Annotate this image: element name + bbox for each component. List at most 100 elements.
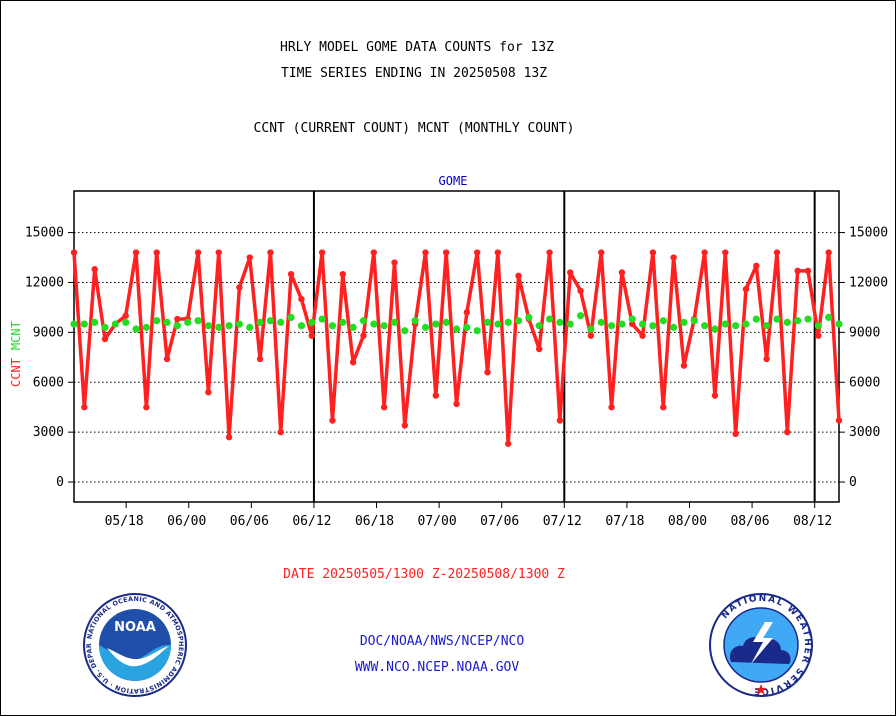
data-point-ccnt [215,249,222,256]
org-path-link[interactable]: DOC/NOAA/NWS/NCEP/NCO [359,634,525,649]
date-range-label: DATE 20250505/1300 Z-20250508/1300 Z [283,567,565,582]
data-point-mcnt [225,322,233,330]
data-point-mcnt [370,320,378,328]
data-point-ccnt [287,270,295,278]
data-point-ccnt [360,332,367,339]
data-point-ccnt [174,315,181,323]
series-line-ccnt [72,250,841,446]
data-point-ccnt [442,249,450,256]
data-point-mcnt [804,315,812,323]
data-point-mcnt [494,320,502,328]
y-tick-label-left: 0 [56,475,64,490]
data-point-mcnt [215,323,223,331]
data-point-ccnt [494,249,502,256]
x-tick-label: 06/06 [230,514,269,529]
data-point-ccnt [143,404,150,411]
data-point-mcnt [463,323,471,331]
data-point-mcnt [525,313,533,321]
data-point-mcnt [835,320,843,328]
data-point-mcnt [566,320,574,328]
data-point-ccnt [618,269,626,276]
data-point-ccnt [670,254,677,261]
x-tick-label: 07/06 [480,514,519,529]
data-point-mcnt [80,320,88,328]
data-point-mcnt [659,317,667,325]
data-point-mcnt [235,320,244,328]
data-point-ccnt [70,249,78,256]
data-point-ccnt [318,249,326,256]
data-point-mcnt [70,320,78,328]
plot-area-frame [73,190,840,503]
data-point-ccnt [711,392,719,399]
data-point-mcnt [773,315,781,323]
data-point-ccnt [380,404,388,411]
data-point-ccnt [246,254,253,261]
data-point-mcnt [266,317,275,325]
data-point-mcnt [628,315,636,323]
data-point-ccnt [608,404,615,411]
data-point-mcnt [618,320,626,328]
y-axis-labels: CCNT MCNT [9,321,23,387]
data-point-ccnt [753,262,760,270]
data-point-ccnt [587,332,595,339]
data-point-mcnt [742,320,750,328]
data-point-ccnt [236,284,243,291]
data-point-mcnt [752,315,760,323]
data-point-mcnt [390,318,399,326]
data-point-mcnt [483,318,492,326]
data-point-mcnt [411,317,419,325]
y-tick-label-left: 12000 [25,275,64,290]
data-point-mcnt [442,318,450,326]
x-tick-label: 06/12 [292,514,331,529]
data-point-ccnt [536,345,543,353]
data-point-ccnt [484,369,491,376]
data-point-ccnt [763,355,770,363]
data-point-ccnt [835,417,843,424]
data-point-mcnt [649,322,657,330]
data-point-mcnt [690,317,698,325]
data-point-ccnt [515,272,522,280]
data-point-ccnt [91,265,98,273]
data-point-ccnt [815,332,822,339]
y-axis-label-mcnt: MCNT [9,321,23,350]
data-point-ccnt [101,335,109,343]
data-point-ccnt [153,249,160,256]
data-point-ccnt [256,355,264,363]
data-point-mcnt [545,315,554,323]
noaa-logo-icon: NATIONAL OCEANIC AND ATMOSPHERIC ADMINIS… [81,592,187,697]
data-point-ccnt [432,392,440,399]
data-point-ccnt [453,400,460,408]
data-point-mcnt [680,318,688,326]
data-point-mcnt [339,318,347,326]
data-point-ccnt [680,362,688,369]
y-tick-label-right: 9000 [849,325,880,340]
data-point-ccnt [267,249,274,256]
x-tick-label: 06/00 [167,514,206,529]
data-point-mcnt [763,322,771,330]
y-tick-label-right: 15000 [849,226,888,241]
data-point-mcnt [473,327,481,335]
data-point-mcnt [91,318,99,326]
y-tick-label-right: 6000 [849,375,880,390]
data-point-ccnt [649,249,657,256]
x-tick-label: 07/18 [605,514,644,529]
data-point-ccnt [370,249,377,256]
data-point-ccnt [205,389,212,396]
data-point-ccnt [401,422,409,429]
data-point-ccnt [463,309,471,316]
data-point-mcnt [711,325,719,333]
panel-title: GOME [439,174,468,188]
website-link[interactable]: WWW.NCO.NCEP.NOAA.GOV [354,660,520,675]
data-point-mcnt [287,313,295,321]
data-point-ccnt [773,249,781,256]
data-point-ccnt [329,417,336,424]
data-point-ccnt [784,428,791,436]
data-point-ccnt [163,355,171,363]
data-point-mcnt [163,318,171,326]
data-point-mcnt [297,322,306,330]
data-point-ccnt [194,249,202,256]
x-tick-label: 07/12 [543,514,582,529]
y-tick-label-right: 0 [849,475,857,490]
data-point-ccnt [577,287,584,294]
